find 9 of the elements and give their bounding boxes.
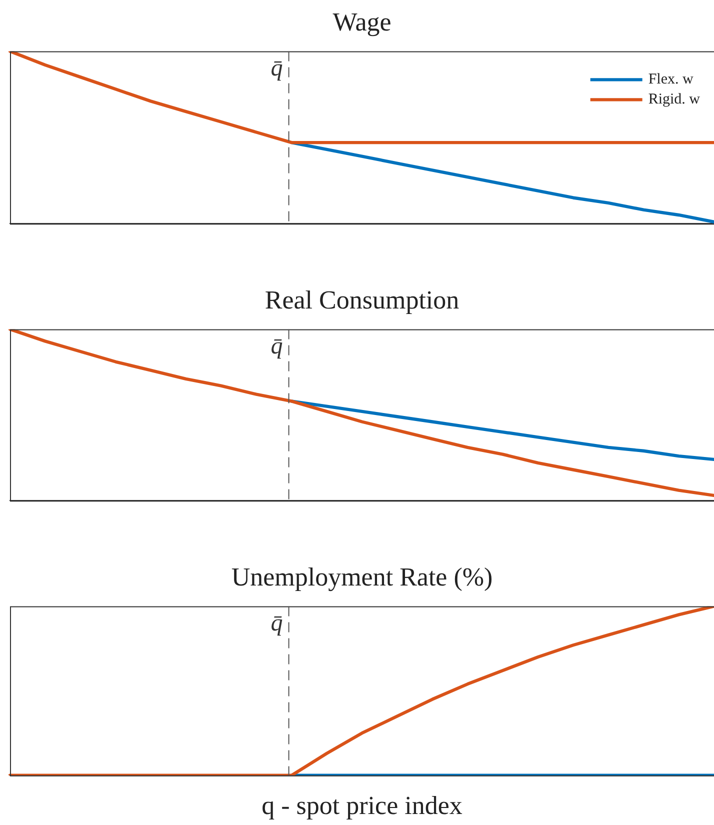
chart-title: Wage — [332, 7, 392, 36]
chart-title: Real Consumption — [264, 285, 460, 314]
legend-label: Flex. w — [648, 72, 694, 88]
legend-label: Rigid. w — [648, 92, 700, 108]
x-axis-title: q - spot price index — [262, 791, 462, 820]
chart-title: Unemployment Rate (%) — [231, 562, 493, 592]
annotation: q̄ — [270, 56, 283, 82]
annotation: q̄ — [270, 334, 283, 360]
annotation: q̄ — [270, 610, 283, 637]
